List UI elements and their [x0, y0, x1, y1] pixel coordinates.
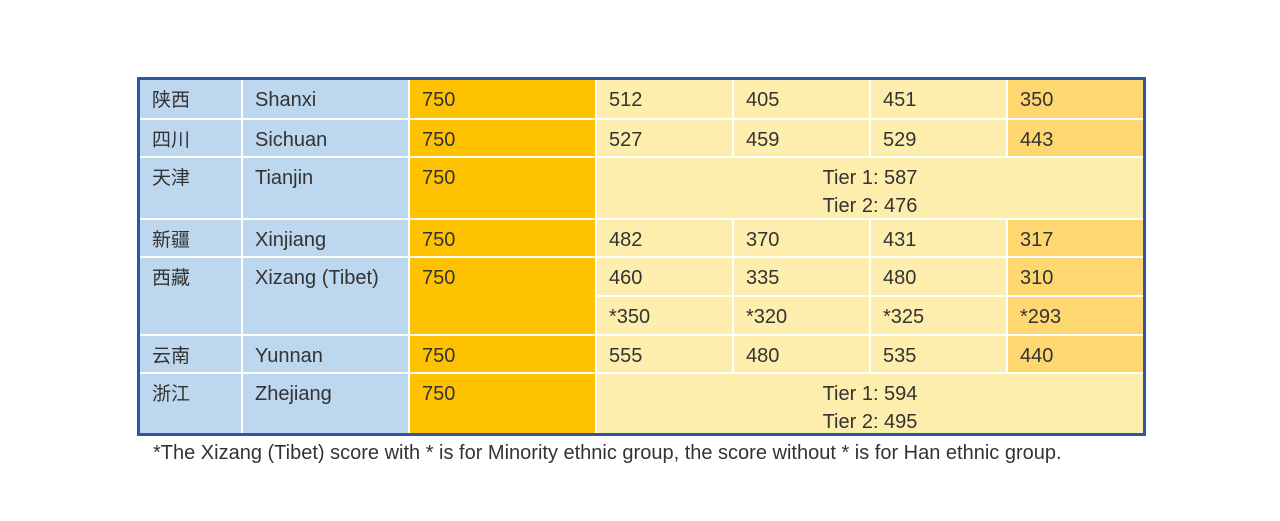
- province-name-en: Xinjiang: [243, 220, 408, 256]
- tier-2-score: Tier 2: 476: [822, 195, 918, 217]
- score-cell: 535: [871, 336, 1006, 372]
- province-name-cn: 新疆: [140, 220, 241, 256]
- total-score: 750: [410, 80, 595, 118]
- score-cell: 512: [597, 80, 732, 118]
- province-name-cn: 西藏: [140, 258, 241, 334]
- admission-score-table: 陕西 Shanxi 750 512 405 451 350 四川 Sichuan 750 527 45…: [137, 77, 1146, 436]
- score-cell: 459: [734, 120, 869, 156]
- province-name-cn: 浙江: [140, 374, 241, 433]
- score-cell: 555: [597, 336, 732, 372]
- score-cell: 335: [734, 258, 869, 295]
- score-cell: 350: [1008, 80, 1143, 118]
- tier-2-score: Tier 2: 495: [822, 411, 918, 433]
- province-name-cn: 云南: [140, 336, 241, 372]
- total-score: 750: [410, 120, 595, 156]
- score-cell: 529: [871, 120, 1006, 156]
- score-cell: 482: [597, 220, 732, 256]
- province-name-en: Xizang (Tibet): [243, 258, 408, 334]
- province-name-en: Sichuan: [243, 120, 408, 156]
- province-name-en: Zhejiang: [243, 374, 408, 433]
- minority-score-cell: *320: [734, 297, 869, 334]
- score-cell: 405: [734, 80, 869, 118]
- minority-score-cell: *325: [871, 297, 1006, 334]
- province-name-en: Yunnan: [243, 336, 408, 372]
- score-cell: 310: [1008, 258, 1143, 295]
- tier-scores: Tier 1: 594 Tier 2: 495: [597, 374, 1143, 433]
- tier-1-score: Tier 1: 594: [822, 383, 918, 405]
- score-cell: 370: [734, 220, 869, 256]
- footnote: *The Xizang (Tibet) score with * is for …: [153, 442, 1062, 464]
- score-cell: 480: [734, 336, 869, 372]
- province-name-cn: 天津: [140, 158, 241, 218]
- minority-score-cell: *293: [1008, 297, 1143, 334]
- score-cell: 451: [871, 80, 1006, 118]
- score-cell: 443: [1008, 120, 1143, 156]
- total-score: 750: [410, 374, 595, 433]
- total-score: 750: [410, 336, 595, 372]
- province-name-cn: 四川: [140, 120, 241, 156]
- score-cell: 480: [871, 258, 1006, 295]
- tier-scores: Tier 1: 587 Tier 2: 476: [597, 158, 1143, 218]
- province-name-en: Tianjin: [243, 158, 408, 218]
- tier-1-score: Tier 1: 587: [822, 167, 918, 189]
- province-name-cn: 陕西: [140, 80, 241, 118]
- minority-score-cell: *350: [597, 297, 732, 334]
- score-cell: 431: [871, 220, 1006, 256]
- total-score: 750: [410, 258, 595, 334]
- score-cell: 527: [597, 120, 732, 156]
- total-score: 750: [410, 220, 595, 256]
- province-name-en: Shanxi: [243, 80, 408, 118]
- total-score: 750: [410, 158, 595, 218]
- score-cell: 440: [1008, 336, 1143, 372]
- score-cell: 317: [1008, 220, 1143, 256]
- score-cell: 460: [597, 258, 732, 295]
